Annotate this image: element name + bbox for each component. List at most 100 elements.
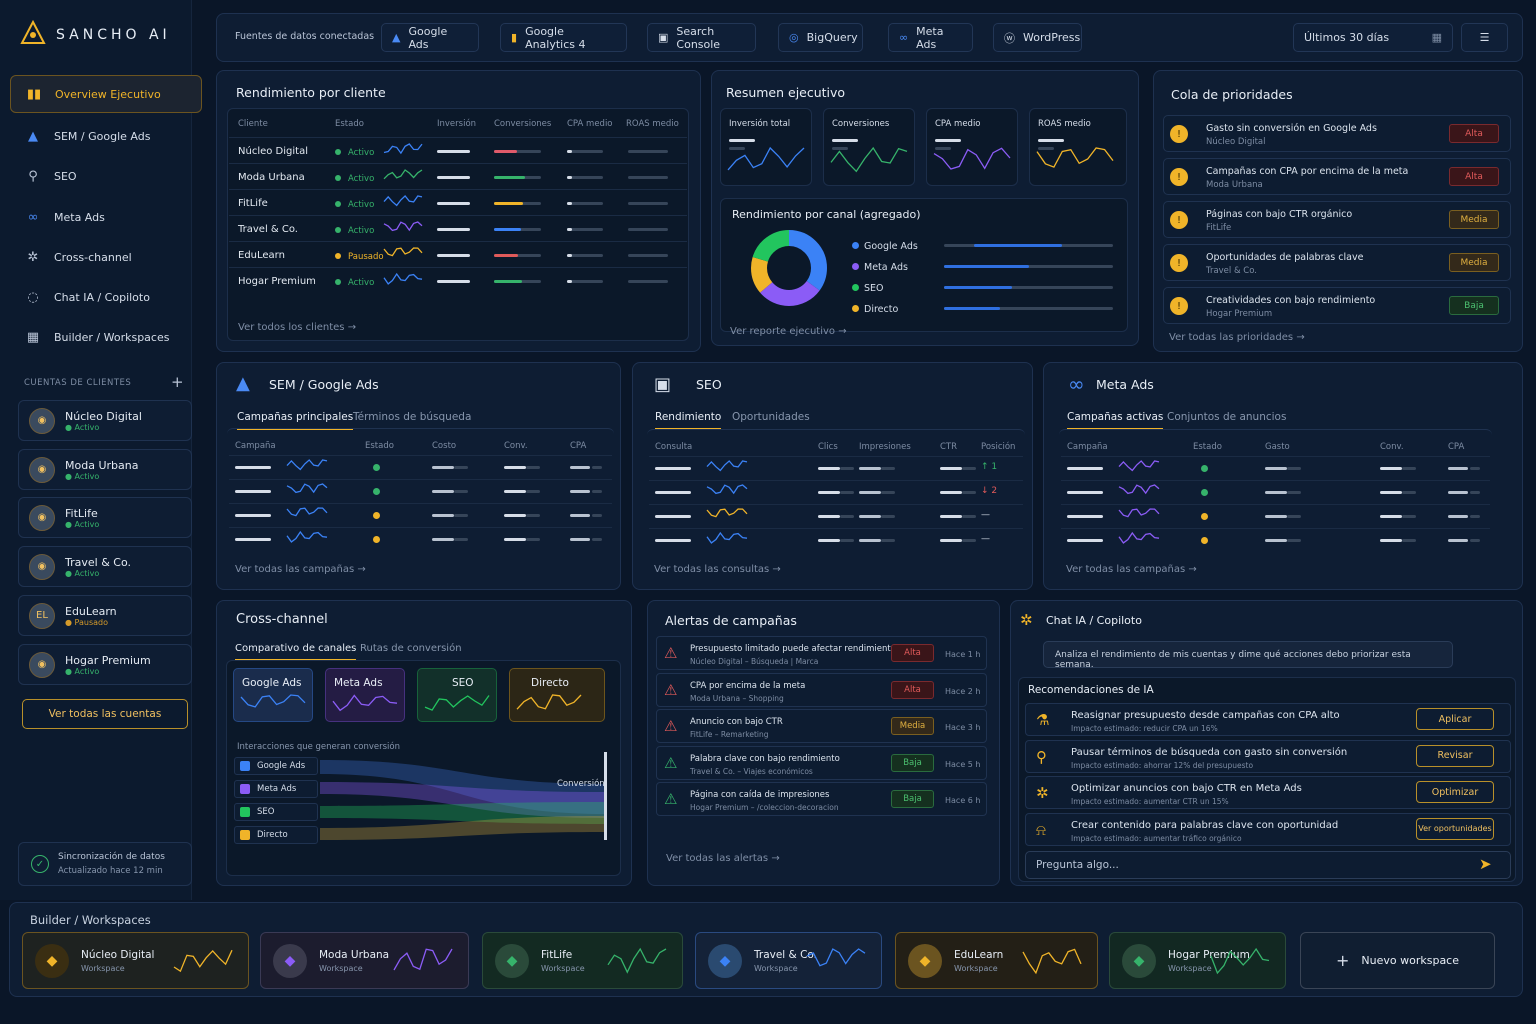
kpi-label: ROAS medio	[1038, 119, 1091, 129]
name-bar	[235, 490, 271, 493]
workspace-text: Travel & Co. Workspace	[754, 949, 817, 973]
account-hogar[interactable]: ◉ Hogar Premium ● Activo	[18, 644, 192, 685]
tab-terminos[interactable]: Términos de búsqueda	[353, 411, 472, 423]
position-change: —	[981, 534, 990, 544]
investment-bar	[437, 254, 470, 257]
conversions-bar	[494, 254, 518, 257]
calendar-icon: ▦	[1431, 31, 1442, 44]
channel-card[interactable]	[233, 668, 313, 722]
kpi-value-bar	[1038, 139, 1064, 142]
sync-title: Sincronización de datos	[58, 852, 165, 862]
tab-activas[interactable]: Campañas activas	[1067, 411, 1164, 430]
account-nucleo[interactable]: ◉ Núcleo Digital ● Activo	[18, 400, 192, 441]
seo-queries-link[interactable]: Ver todas las consultas →	[654, 564, 781, 575]
account-fitlife[interactable]: ◉ FitLife ● Activo	[18, 497, 192, 538]
all-priorities-link[interactable]: Ver todas las prioridades →	[1169, 332, 1305, 343]
exec-title: Resumen ejecutivo	[726, 85, 846, 100]
cpa-bar	[567, 280, 572, 283]
account-status: ● Pausado	[65, 617, 109, 627]
sem-campaigns-link[interactable]: Ver todas las campañas →	[235, 564, 366, 575]
priority-badge: Media	[1449, 210, 1499, 229]
tab-campanas[interactable]: Campañas principales	[237, 411, 354, 430]
source-wordpress[interactable]: ⓦ WordPress	[993, 23, 1082, 52]
source-ga4[interactable]: ▮ Google Analytics 4	[500, 23, 627, 52]
rec-action-button[interactable]: Revisar	[1416, 744, 1494, 767]
status-dot	[373, 488, 380, 495]
nav-label: SEO	[54, 169, 77, 183]
rec-action-button[interactable]: Ver oportunidades	[1416, 817, 1494, 840]
tab-conjuntos[interactable]: Conjuntos de anuncios	[1167, 411, 1287, 423]
exec-report-link[interactable]: Ver reporte ejecutivo →	[730, 326, 847, 337]
nav-cross[interactable]: ✲ Cross-channel	[10, 238, 202, 276]
priority-item[interactable]	[1163, 201, 1511, 238]
workspace-card[interactable]: ◆ EduLearn Workspace	[895, 932, 1098, 989]
nav-chat[interactable]: ◌ Chat IA / Copiloto	[10, 278, 202, 316]
source-meta-ads[interactable]: ∞ Meta Ads	[888, 23, 973, 52]
filters-button[interactable]: ☰	[1461, 23, 1508, 52]
workspace-card[interactable]: ◆ Travel & Co. Workspace	[695, 932, 882, 989]
row-divider	[229, 163, 687, 164]
tab-oportunidades[interactable]: Oportunidades	[732, 411, 810, 423]
account-status: ● Activo	[65, 422, 100, 432]
account-status: ● Activo	[65, 471, 100, 481]
tab-rutas[interactable]: Rutas de conversión	[360, 643, 462, 654]
value-bar	[818, 491, 840, 494]
tab-comparativo[interactable]: Comparativo de canales	[235, 643, 357, 661]
channel-card[interactable]	[417, 668, 497, 722]
row-divider	[229, 241, 687, 242]
source-search-console[interactable]: ▣ Search Console	[647, 23, 756, 52]
value-bar	[940, 539, 962, 542]
workspace-card[interactable]: ◆ Hogar Premium Workspace	[1109, 932, 1286, 989]
tab-rendimiento[interactable]: Rendimiento	[655, 411, 722, 430]
status-dot	[1201, 537, 1208, 544]
bar-chart-icon: ▮▮	[26, 86, 42, 102]
send-icon[interactable]: ➤	[1479, 855, 1492, 873]
all-alerts-link[interactable]: Ver todas las alertas →	[666, 853, 780, 864]
new-workspace-button[interactable]: + Nuevo workspace	[1300, 932, 1495, 989]
workspace-card[interactable]: ◆ Moda Urbana Workspace	[260, 932, 469, 989]
nav-seo[interactable]: ⚲ SEO	[10, 157, 202, 195]
warning-icon: ⚠	[664, 790, 678, 808]
kpi-card[interactable]	[823, 108, 915, 186]
builder-title: Builder / Workspaces	[30, 913, 151, 927]
date-range-select[interactable]: Últimos 30 días ▦	[1293, 23, 1453, 52]
workspace-sub: Workspace	[541, 963, 585, 973]
alert-item[interactable]	[656, 636, 987, 670]
row-divider	[649, 528, 1023, 529]
account-status: ● Activo	[65, 519, 100, 529]
rec-action-button[interactable]: Optimizar	[1416, 781, 1494, 803]
chat-input[interactable]	[1025, 851, 1511, 879]
meta-campaigns-link[interactable]: Ver todas las campañas →	[1066, 564, 1197, 575]
all-accounts-button[interactable]: Ver todas las cuentas	[22, 699, 188, 729]
nav-sem[interactable]: ▲ SEM / Google Ads	[10, 117, 202, 155]
account-travel[interactable]: ◉ Travel & Co. ● Activo	[18, 546, 192, 587]
client-trend-sparkline	[383, 143, 423, 155]
workspace-card[interactable]: ◆ Núcleo Digital Workspace	[22, 932, 249, 989]
workspace-card[interactable]: ◆ FitLife Workspace	[482, 932, 683, 989]
status-dot	[1201, 465, 1208, 472]
workspace-sparkline	[1022, 948, 1082, 975]
rec-action-button[interactable]: Aplicar	[1416, 708, 1494, 730]
recommendation-item	[1025, 776, 1511, 809]
alerts-title: Alertas de campañas	[665, 613, 797, 628]
nav-builder[interactable]: ▦ Builder / Workspaces	[10, 318, 202, 356]
channel-card-sparkline	[332, 694, 398, 712]
value-bar	[859, 539, 881, 542]
value-bar	[1448, 515, 1468, 518]
nav-meta[interactable]: ∞ Meta Ads	[10, 198, 202, 236]
row-divider	[229, 455, 612, 456]
row-sparkline	[286, 530, 328, 543]
account-name: Núcleo Digital	[65, 409, 142, 423]
channel-card[interactable]	[325, 668, 405, 722]
all-clients-link[interactable]: Ver todos los clientes →	[238, 322, 357, 333]
source-google-ads[interactable]: ▲ Google Ads	[381, 23, 479, 52]
workspace-sparkline	[607, 947, 667, 974]
source-bigquery[interactable]: ◎ BigQuery	[778, 23, 863, 52]
priority-badge: Alta	[1449, 167, 1499, 186]
table-header: Consulta	[655, 442, 693, 452]
value-track	[592, 538, 602, 541]
nav-overview[interactable]: ▮▮ Overview Ejecutivo	[10, 75, 202, 113]
account-edulearn[interactable]: EL EduLearn ● Pausado	[18, 595, 192, 636]
account-moda[interactable]: ◉ Moda Urbana ● Activo	[18, 449, 192, 490]
add-account-icon[interactable]: +	[171, 373, 184, 391]
